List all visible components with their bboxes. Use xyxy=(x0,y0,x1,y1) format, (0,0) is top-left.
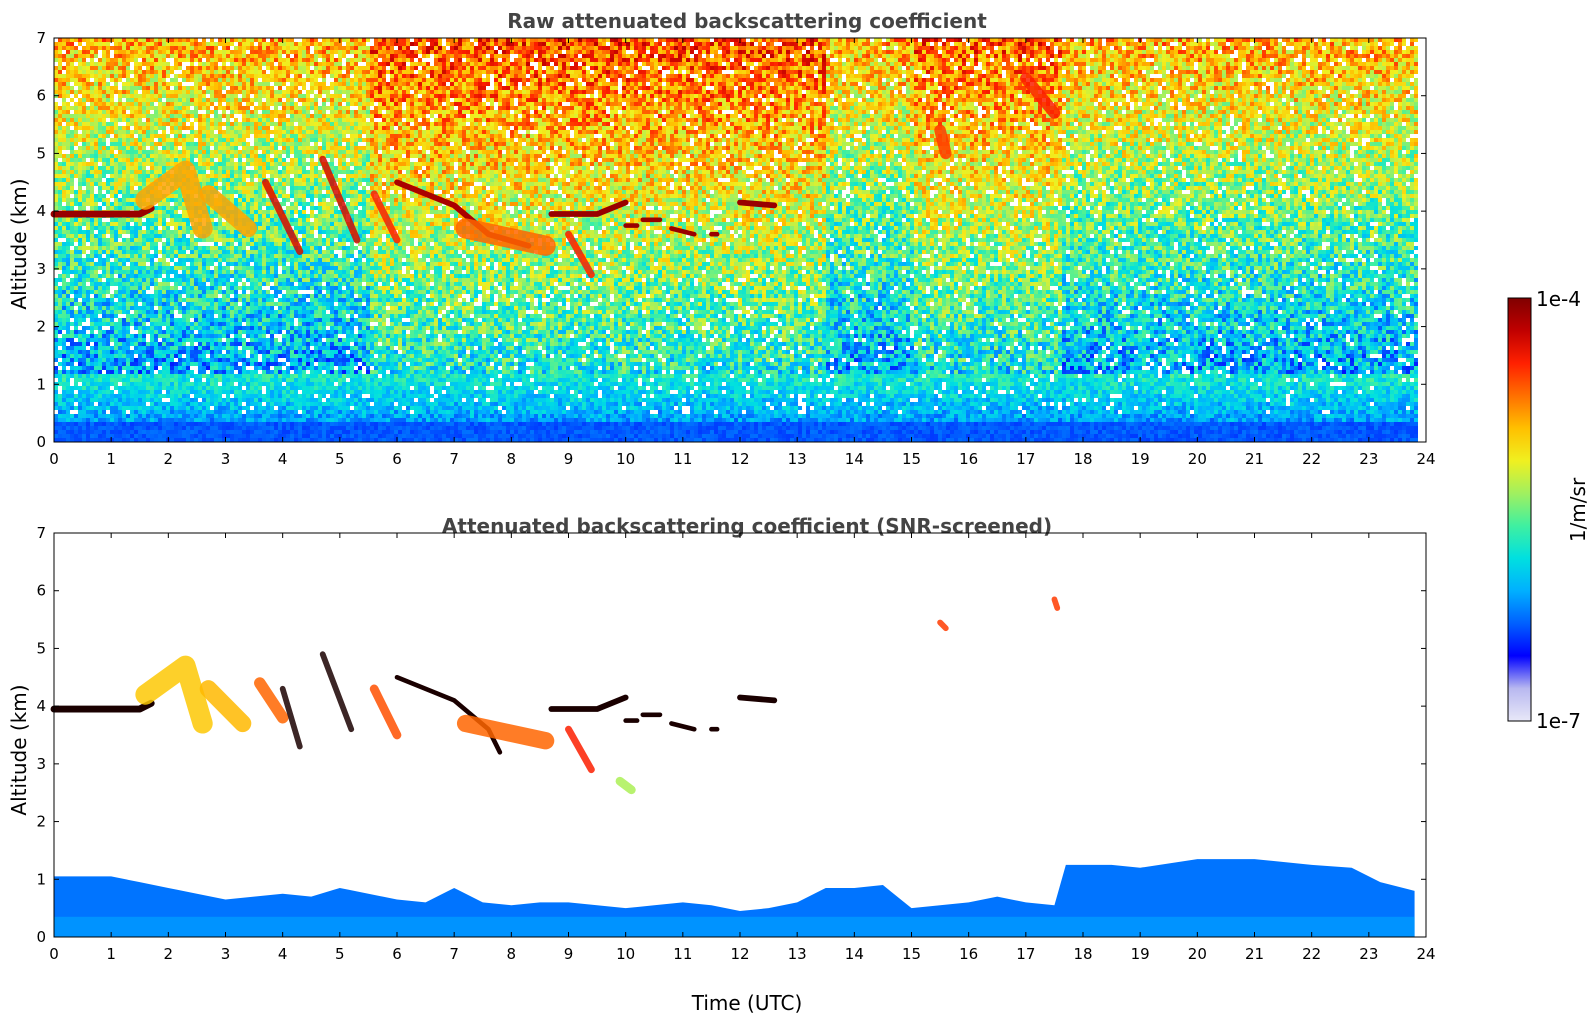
x-tick-label: 14 xyxy=(845,450,864,468)
chart-title: Attenuated backscattering coefficient (S… xyxy=(442,514,1052,538)
colorbar-min-label: 1e-7 xyxy=(1536,709,1581,733)
cloud-layer-mark xyxy=(551,697,625,709)
y-tick-label: 3 xyxy=(36,755,46,773)
x-tick-label: 19 xyxy=(1131,945,1150,963)
x-tick-label: 11 xyxy=(673,945,692,963)
fall-streak-mark xyxy=(323,654,352,729)
x-tick-label: 23 xyxy=(1359,450,1378,468)
x-axis-label: Time (UTC) xyxy=(691,991,803,1015)
x-tick-label: 0 xyxy=(49,945,59,963)
fall-streak-mark xyxy=(940,130,946,153)
x-tick-label: 1 xyxy=(106,945,116,963)
cloud-layer-mark xyxy=(740,202,774,205)
x-tick-label: 2 xyxy=(164,945,174,963)
x-tick-label: 18 xyxy=(1073,945,1092,963)
x-tick-label: 15 xyxy=(902,945,921,963)
x-tick-label: 13 xyxy=(788,945,807,963)
x-tick-label: 7 xyxy=(449,450,459,468)
fall-streak-mark xyxy=(466,723,546,740)
y-tick-label: 2 xyxy=(36,318,46,336)
x-tick-label: 0 xyxy=(49,450,59,468)
cloud-layer-mark xyxy=(671,723,694,729)
x-tick-label: 11 xyxy=(673,450,692,468)
colorbar: 1e-4 1e-7 1/m/sr xyxy=(1508,287,1590,733)
x-tick-label: 9 xyxy=(564,945,574,963)
x-tick-label: 8 xyxy=(507,945,517,963)
x-tick-label: 6 xyxy=(392,945,402,963)
fall-streak-mark xyxy=(940,622,946,628)
x-tick-label: 16 xyxy=(959,945,978,963)
x-tick-label: 9 xyxy=(564,450,574,468)
x-tick-label: 12 xyxy=(730,945,749,963)
x-tick-label: 20 xyxy=(1188,945,1207,963)
y-tick-label: 0 xyxy=(36,433,46,451)
colorbar-max-label: 1e-4 xyxy=(1536,287,1581,311)
y-axis-label: Altitude (km) xyxy=(7,684,31,815)
x-tick-label: 12 xyxy=(730,450,749,468)
cloud-layer-mark xyxy=(740,697,774,700)
x-tick-label: 23 xyxy=(1359,945,1378,963)
x-tick-label: 22 xyxy=(1302,450,1321,468)
y-tick-label: 5 xyxy=(36,144,46,162)
fall-streak-mark xyxy=(1054,599,1057,608)
x-tick-label: 15 xyxy=(902,450,921,468)
fall-streak-mark xyxy=(374,689,397,735)
y-tick-label: 3 xyxy=(36,260,46,278)
x-tick-label: 19 xyxy=(1131,450,1150,468)
x-tick-label: 10 xyxy=(616,450,635,468)
x-tick-label: 8 xyxy=(507,450,517,468)
y-tick-label: 1 xyxy=(36,870,46,888)
raw-backscatter-panel: Raw attenuated backscattering coefficien… xyxy=(7,9,1436,468)
y-tick-label: 6 xyxy=(36,582,46,600)
y-tick-label: 5 xyxy=(36,639,46,657)
fall-streak-mark xyxy=(620,781,631,790)
colorbar-scale xyxy=(1508,298,1531,721)
x-tick-label: 13 xyxy=(788,450,807,468)
screened-backscatter-panel: Attenuated backscattering coefficient (S… xyxy=(7,514,1436,1015)
x-tick-label: 6 xyxy=(392,450,402,468)
x-tick-label: 24 xyxy=(1416,450,1435,468)
colorbar-unit-label: 1/m/sr xyxy=(1566,477,1590,542)
y-tick-label: 0 xyxy=(36,928,46,946)
x-tick-label: 7 xyxy=(449,945,459,963)
fall-streak-mark xyxy=(145,666,202,724)
x-tick-label: 4 xyxy=(278,945,288,963)
x-tick-label: 5 xyxy=(335,450,345,468)
x-tick-label: 16 xyxy=(959,450,978,468)
y-tick-label: 4 xyxy=(36,202,46,220)
y-tick-label: 2 xyxy=(36,813,46,831)
fall-streak-mark xyxy=(208,689,242,724)
x-tick-label: 5 xyxy=(335,945,345,963)
x-tick-label: 4 xyxy=(278,450,288,468)
x-tick-label: 3 xyxy=(221,450,231,468)
x-tick-label: 21 xyxy=(1245,945,1264,963)
x-tick-label: 3 xyxy=(221,945,231,963)
y-tick-label: 7 xyxy=(36,524,46,542)
x-tick-label: 22 xyxy=(1302,945,1321,963)
x-tick-label: 17 xyxy=(1016,945,1035,963)
x-tick-label: 21 xyxy=(1245,450,1264,468)
x-tick-label: 14 xyxy=(845,945,864,963)
plot-area: 0 1 2 3 4 5 6 7 8 9 10 11 12 13 14 15 16 17 18 19 20 21 22 23 24… xyxy=(36,29,1435,468)
plot-area: 0 1 2 3 4 5 6 7 8 9 10 11 12 13 14 15 16 17 18 19 20 21 22 23 24… xyxy=(36,524,1435,963)
cloud-layer-mark xyxy=(54,703,151,709)
x-tick-label: 18 xyxy=(1073,450,1092,468)
x-tick-label: 10 xyxy=(616,945,635,963)
x-tick-label: 20 xyxy=(1188,450,1207,468)
x-tick-label: 1 xyxy=(106,450,116,468)
x-tick-label: 17 xyxy=(1016,450,1035,468)
fall-streak-mark xyxy=(569,729,592,769)
fall-streak-mark xyxy=(260,683,283,718)
y-tick-label: 1 xyxy=(36,375,46,393)
x-tick-label: 2 xyxy=(164,450,174,468)
y-tick-label: 6 xyxy=(36,87,46,105)
cloud-layer-mark xyxy=(397,677,500,752)
y-tick-label: 4 xyxy=(36,697,46,715)
x-tick-label: 24 xyxy=(1416,945,1435,963)
y-tick-label: 7 xyxy=(36,29,46,47)
chart-title: Raw attenuated backscattering coefficien… xyxy=(507,9,987,33)
y-axis-label: Altitude (km) xyxy=(7,178,31,309)
